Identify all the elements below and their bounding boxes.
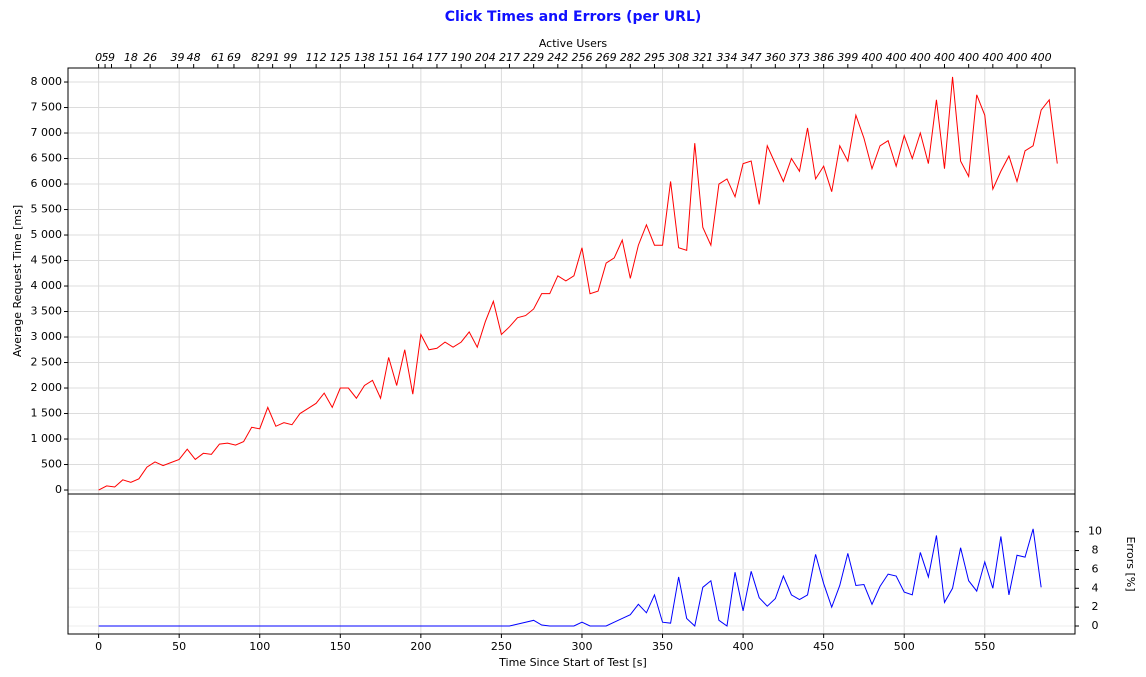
x-tick-label: 0 [95, 640, 102, 653]
y-tick-label: 6 500 [31, 152, 63, 165]
top-tick-label: 321 [692, 51, 713, 64]
top-tick-label: 400 [861, 51, 882, 64]
data-line [98, 528, 1042, 627]
top-tick-label: 360 [765, 51, 786, 64]
top-tick-label: 373 [789, 51, 810, 64]
top-tick-label: 112 [306, 51, 327, 64]
x-tick-label: 250 [491, 640, 512, 653]
top-tick-label: 400 [1006, 51, 1027, 64]
top-tick-label: 48 [187, 51, 201, 64]
top-tick-label: 138 [354, 51, 375, 64]
x-tick-label: 400 [733, 640, 754, 653]
y-tick-label: 8 000 [31, 75, 63, 88]
x-tick-label: 200 [410, 640, 431, 653]
x-tick-label: 500 [894, 640, 915, 653]
y2-tick-label: 4 [1092, 581, 1099, 594]
top-tick-label: 164 [402, 51, 423, 64]
top-tick-label: 256 [571, 51, 592, 64]
top-tick-label: 400 [982, 51, 1003, 64]
y2-tick-label: 10 [1088, 525, 1102, 538]
top-tick-label: 18 [124, 51, 138, 64]
top-tick-label: 91 [266, 51, 280, 64]
y-tick-label: 6 000 [31, 177, 63, 190]
top-tick-label: 9 [108, 51, 115, 64]
y-tick-label: 2 500 [31, 356, 63, 369]
top-tick-label: 229 [523, 51, 544, 64]
y-tick-label: 7 000 [31, 126, 63, 139]
top-tick-label: 217 [499, 51, 520, 64]
top-tick-label: 69 [227, 51, 241, 64]
top-tick-label: 400 [934, 51, 955, 64]
y-tick-label: 3 000 [31, 330, 63, 343]
top-tick-label: 5 [102, 51, 109, 64]
top-tick-label: 269 [596, 51, 617, 64]
y-tick-label: 3 500 [31, 305, 63, 318]
y-tick-label: 1 000 [31, 432, 63, 445]
x-tick-label: 350 [652, 640, 673, 653]
top-tick-label: 82 [251, 51, 265, 64]
top-tick-label: 400 [958, 51, 979, 64]
y2-tick-label: 6 [1092, 562, 1099, 575]
y-tick-label: 5 500 [31, 203, 63, 216]
top-tick-label: 400 [910, 51, 931, 64]
top-tick-label: 26 [143, 51, 157, 64]
x-tick-label: 550 [974, 640, 995, 653]
x-tick-label: 450 [813, 640, 834, 653]
y-tick-label: 1 500 [31, 407, 63, 420]
chart-title: Click Times and Errors (per URL) [445, 9, 702, 25]
top-tick-label: 399 [837, 51, 858, 64]
top-tick-label: 347 [741, 51, 762, 64]
plot-frame [67, 67, 1076, 495]
top-tick-label: 295 [644, 51, 665, 64]
top-tick-label: 400 [886, 51, 907, 64]
y2-tick-label: 0 [1092, 619, 1099, 632]
top-axis-title: Active Users [539, 37, 608, 50]
y-tick-label: 7 500 [31, 101, 63, 114]
top-tick-label: 177 [426, 51, 447, 64]
top-tick-label: 0 [95, 51, 102, 64]
y-tick-label: 500 [41, 458, 62, 471]
top-tick-label: 39 [171, 51, 185, 64]
y-tick-label: 4 500 [31, 254, 63, 267]
x-tick-label: 150 [330, 640, 351, 653]
top-tick-label: 386 [813, 51, 834, 64]
top-tick-label: 400 [1031, 51, 1052, 64]
top-tick-label: 190 [451, 51, 472, 64]
y2-axis-title: Errors [%] [1124, 536, 1137, 591]
y2-tick-label: 8 [1092, 544, 1099, 557]
y-axis-title: Average Request Time [ms] [11, 205, 24, 357]
top-tick-label: 308 [668, 51, 689, 64]
x-tick-label: 300 [571, 640, 592, 653]
top-tick-label: 99 [283, 51, 297, 64]
top-tick-label: 242 [547, 51, 568, 64]
top-tick-label: 204 [475, 51, 496, 64]
top-tick-label: 125 [330, 51, 351, 64]
top-tick-label: 151 [378, 51, 399, 64]
x-tick-label: 50 [172, 640, 186, 653]
x-axis-title: Time Since Start of Test [s] [498, 656, 647, 669]
y2-tick-label: 2 [1092, 600, 1099, 613]
y-tick-label: 2 000 [31, 381, 63, 394]
top-tick-label: 61 [211, 51, 225, 64]
y-tick-label: 4 000 [31, 279, 63, 292]
top-tick-label: 334 [716, 51, 737, 64]
y-tick-label: 0 [55, 483, 62, 496]
y-tick-label: 5 000 [31, 228, 63, 241]
data-line [98, 76, 1058, 491]
top-tick-label: 282 [620, 51, 641, 64]
x-tick-label: 100 [249, 640, 270, 653]
plot-frame [67, 493, 1076, 635]
